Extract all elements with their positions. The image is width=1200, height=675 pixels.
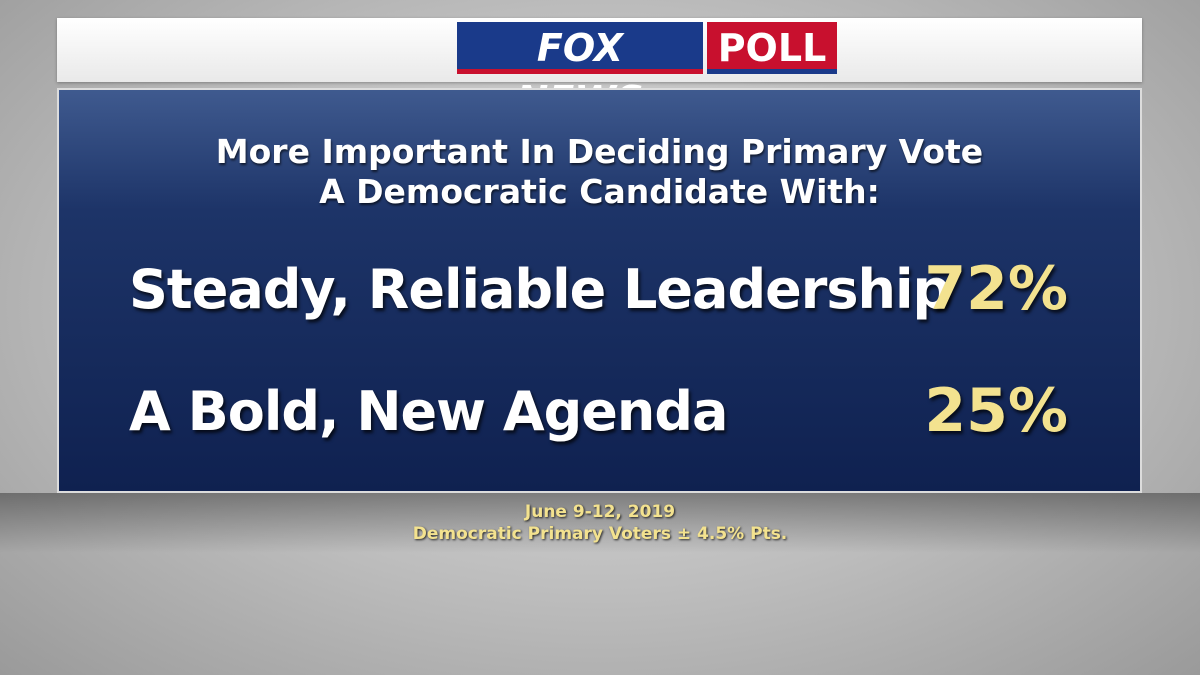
row-label: A Bold, New Agenda <box>129 380 728 443</box>
logo: FOX NEWS POLL <box>457 22 837 122</box>
row-value: 25% <box>924 376 1068 446</box>
row-value: 72% <box>924 254 1068 324</box>
header: FOX NEWS POLL <box>57 18 1142 122</box>
logo-tag: POLL <box>707 22 837 74</box>
panel: More Important In Deciding Primary Vote … <box>57 88 1142 493</box>
row-label: Steady, Reliable Leadership <box>129 258 951 321</box>
footer-date: June 9-12, 2019 <box>524 502 676 522</box>
title-line: More Important In Deciding Primary Vote <box>215 132 984 171</box>
title-line: A Democratic Candidate With: <box>319 172 880 211</box>
footer-note: Democratic Primary Voters ± 4.5% Pts. <box>412 524 788 544</box>
shadow-band <box>0 493 1200 553</box>
logo-text: FOX NEWS <box>457 22 703 122</box>
